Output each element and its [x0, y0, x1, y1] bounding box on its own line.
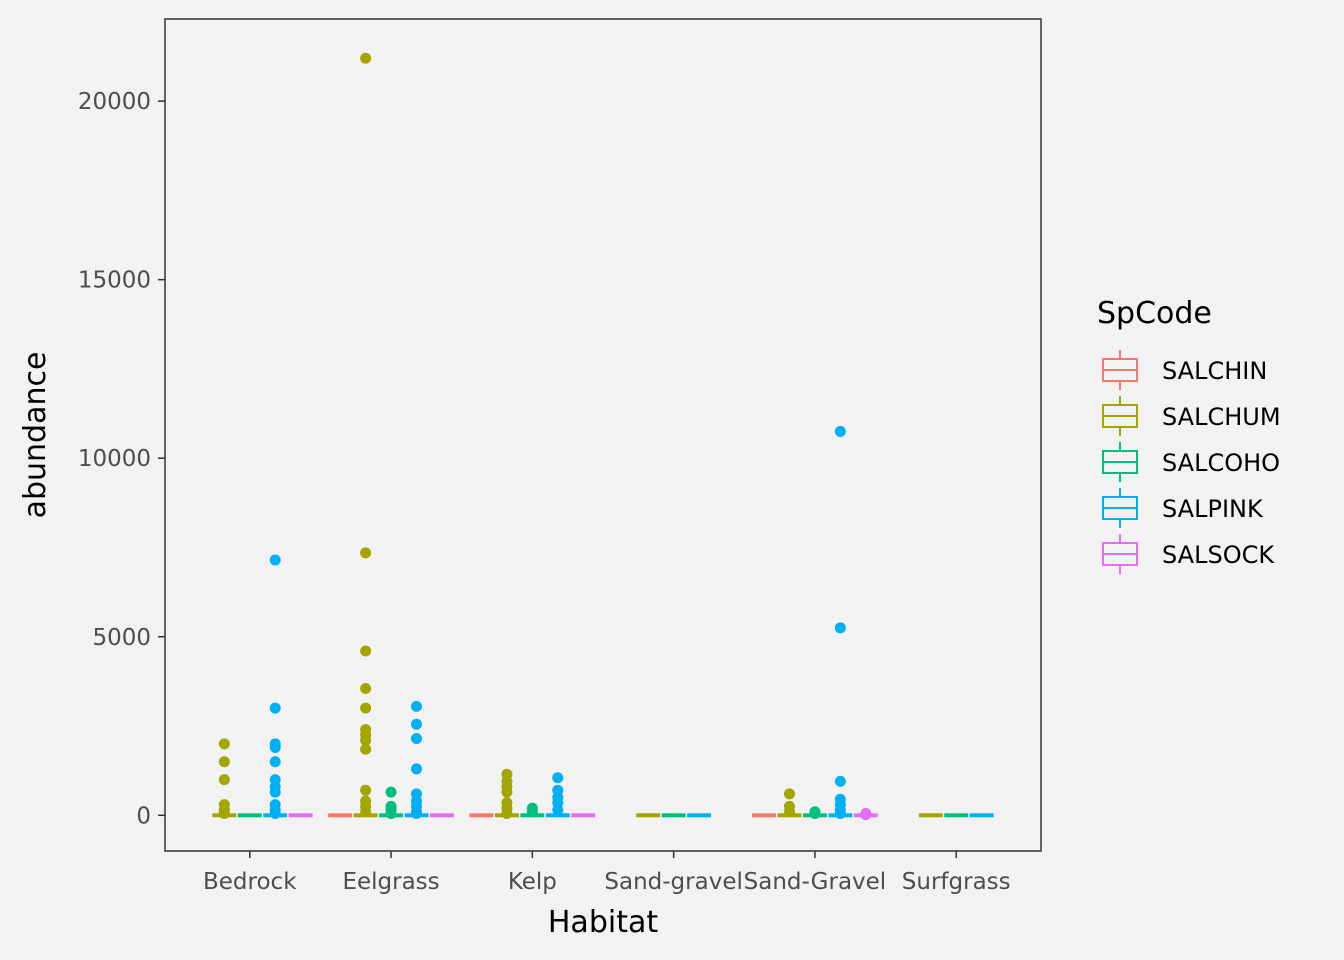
box-salcoho-surfgrass-5	[944, 813, 969, 818]
outlier-point	[834, 808, 846, 820]
outlier-point	[360, 806, 372, 818]
outlier-point	[385, 786, 397, 798]
box-salsock-eelgrass-1	[429, 813, 454, 818]
outlier-point	[360, 547, 372, 559]
outlier-point	[809, 808, 821, 820]
box-salpink-surfgrass-5	[969, 813, 994, 818]
outlier-point	[552, 772, 564, 784]
box-salcoho-sand-gravel-3	[661, 813, 686, 818]
y-tick-label: 15000	[78, 268, 151, 294]
legend-title: SpCode	[1097, 296, 1212, 331]
y-tick-label: 20000	[78, 89, 151, 115]
outlier-point	[410, 733, 422, 745]
y-tick-label: 0	[136, 803, 151, 829]
legend-item-salchum: SALCHUM	[1102, 396, 1281, 436]
outlier-point	[784, 806, 796, 818]
y-tick-label: 5000	[92, 625, 151, 651]
box-salpink-sand-gravel-3	[687, 813, 712, 818]
y-axis: 0 5000 10000 15000 20000	[78, 89, 165, 829]
outlier-point	[360, 52, 372, 64]
outlier-point	[218, 808, 230, 820]
box-salsock-bedrock-0	[288, 813, 313, 818]
outlier-point	[269, 786, 281, 798]
plot-marks	[212, 52, 994, 821]
outlier-point	[360, 734, 372, 746]
outlier-point	[501, 808, 513, 820]
legend-label-salpink: SALPINK	[1162, 495, 1264, 523]
plot-panel	[164, 18, 1042, 852]
box-salsock-kelp-2	[571, 813, 596, 818]
box-salcoho-bedrock-0	[237, 813, 262, 818]
x-tick-label-eelgrass-1: Eelgrass	[342, 869, 439, 895]
y-tick-label: 10000	[78, 446, 151, 472]
outlier-point	[269, 554, 281, 566]
outlier-point	[834, 775, 846, 787]
legend-label-salcoho: SALCOHO	[1162, 449, 1280, 477]
outlier-point	[552, 804, 564, 816]
x-axis: Bedrock Eelgrass Kelp Sand-gravel Sand-Grave…	[203, 851, 1011, 895]
legend-label-salchum: SALCHUM	[1162, 403, 1281, 431]
x-axis-title: Habitat	[548, 905, 658, 940]
legend-item-salchin: SALCHIN	[1102, 350, 1267, 390]
outlier-point	[526, 806, 538, 818]
box-salchin-eelgrass-1	[328, 813, 353, 818]
box-salchin-kelp-2	[469, 813, 494, 818]
box-salchum-sand-gravel-3	[636, 813, 661, 818]
outlier-point	[218, 738, 230, 750]
outlier-point	[360, 784, 372, 796]
outlier-point	[834, 425, 846, 437]
outlier-point	[269, 702, 281, 714]
y-axis-title: abundance	[18, 352, 53, 519]
x-tick-label-surfgrass-5: Surfgrass	[902, 869, 1011, 895]
legend: SpCode SALCHIN SALCHUM SALCOHO SALPINK SALSO…	[1097, 296, 1281, 574]
outlier-point	[360, 645, 372, 657]
outlier-point	[410, 700, 422, 712]
legend-item-salsock: SALSOCK	[1102, 534, 1275, 574]
outlier-point	[269, 756, 281, 768]
outlier-point	[784, 788, 796, 800]
x-tick-label-kelp-2: Kelp	[508, 869, 557, 895]
x-tick-label-sand-gravel-3: Sand-gravel	[604, 869, 742, 895]
legend-item-salcoho: SALCOHO	[1102, 442, 1280, 482]
outlier-point	[360, 743, 372, 755]
outlier-point	[410, 718, 422, 730]
x-tick-label-sand-gravel-4: Sand-Gravel	[744, 869, 887, 895]
x-tick-label-bedrock-0: Bedrock	[203, 869, 297, 895]
outlier-point	[360, 702, 372, 714]
box-salchin-sand-gravel-4	[752, 813, 777, 818]
box-salchum-surfgrass-5	[918, 813, 943, 818]
outlier-point	[410, 808, 422, 820]
outlier-point	[410, 763, 422, 775]
outlier-point	[385, 808, 397, 820]
outlier-point	[860, 809, 872, 821]
legend-label-salchin: SALCHIN	[1162, 357, 1267, 385]
outlier-point	[834, 622, 846, 634]
legend-item-salpink: SALPINK	[1102, 488, 1264, 528]
outlier-point	[269, 741, 281, 753]
outlier-point	[218, 756, 230, 768]
outlier-point	[360, 683, 372, 695]
legend-label-salsock: SALSOCK	[1162, 541, 1275, 569]
outlier-point	[269, 808, 281, 820]
outlier-point	[218, 774, 230, 786]
outlier-point	[501, 786, 513, 798]
